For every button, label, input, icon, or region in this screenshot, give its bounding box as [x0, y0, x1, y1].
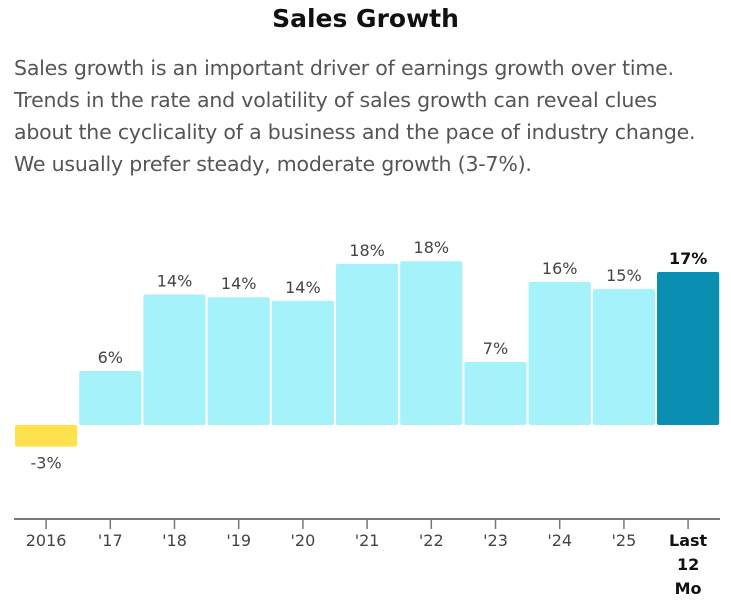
x-tick-label: '21 [355, 531, 380, 550]
x-tick-label: 12 [677, 555, 699, 574]
bar [528, 281, 591, 425]
data-label: 7% [483, 339, 508, 358]
data-label: 16% [542, 259, 578, 278]
data-label: 17% [669, 249, 707, 268]
data-label: 14% [157, 272, 193, 291]
data-label: 15% [606, 266, 642, 285]
x-tick-label: '24 [547, 531, 572, 550]
x-tick-label: '25 [612, 531, 637, 550]
bar [336, 263, 399, 425]
bar [15, 425, 78, 447]
x-tick-label: Last [669, 531, 708, 550]
x-tick-label: 2016 [26, 531, 67, 550]
bar [464, 362, 527, 425]
data-label: -3% [31, 454, 62, 473]
x-tick-label: Mo [675, 579, 702, 598]
chart-title: Sales Growth [272, 4, 459, 33]
data-label: 14% [285, 278, 321, 297]
data-label: 6% [98, 348, 123, 367]
bar [271, 300, 334, 425]
data-label: 18% [349, 241, 385, 260]
x-tick-label: '23 [483, 531, 508, 550]
x-tick-label: '18 [162, 531, 187, 550]
x-tick-label: '17 [98, 531, 123, 550]
bar [79, 371, 142, 425]
x-tick-label: '20 [291, 531, 316, 550]
data-label: 18% [414, 238, 450, 257]
bar [592, 289, 655, 425]
x-tick-label: '22 [419, 531, 444, 550]
x-tick-label: '19 [226, 531, 251, 550]
bar [657, 272, 720, 425]
bar [143, 294, 206, 425]
data-label: 14% [221, 274, 257, 293]
chart-subtitle: Sales growth is an important driver of e… [14, 56, 696, 176]
bar [400, 261, 463, 425]
bar [207, 297, 270, 425]
